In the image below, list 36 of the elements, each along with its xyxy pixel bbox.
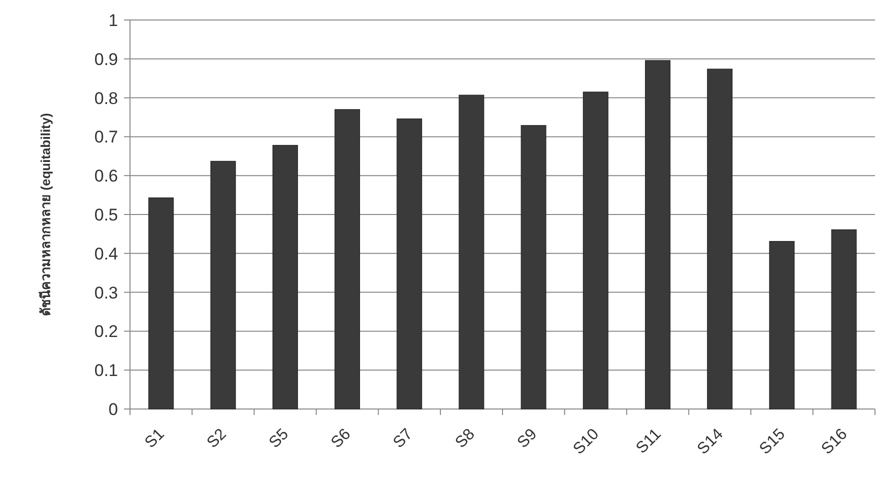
x-tick-label: S10 <box>570 426 602 458</box>
x-tick-label: S1 <box>142 426 168 452</box>
x-tick-label: S11 <box>633 426 665 458</box>
y-tick-label: 0.5 <box>94 205 118 224</box>
bar <box>334 109 360 410</box>
bar <box>148 197 174 410</box>
y-tick-label: 0.9 <box>94 50 118 69</box>
bar <box>707 68 733 410</box>
y-tick-label: 0.6 <box>94 166 118 186</box>
x-tick-label: S2 <box>204 426 230 452</box>
y-tick-label: 0.4 <box>94 244 118 264</box>
y-tick-label: 0.1 <box>94 361 118 380</box>
x-tick-label: S8 <box>452 426 478 452</box>
bar <box>644 60 670 410</box>
bar <box>831 229 857 410</box>
bar <box>520 125 546 410</box>
y-tick-label: 0.3 <box>94 283 118 302</box>
y-tick-label: 0.2 <box>94 322 118 342</box>
y-tick-label: 0.8 <box>94 88 118 108</box>
x-tick-label: S5 <box>266 426 292 452</box>
x-tick-label: S6 <box>328 426 354 452</box>
bar <box>396 118 422 410</box>
bar <box>210 160 236 410</box>
x-tick-label: S15 <box>756 426 789 458</box>
x-tick-label: S16 <box>818 426 851 458</box>
x-tick-label: S9 <box>514 426 540 452</box>
x-tick-label: S14 <box>694 426 727 458</box>
bar <box>582 92 608 410</box>
y-tick-label: 1 <box>108 10 118 30</box>
y-tick-label: 0 <box>108 400 118 419</box>
bar <box>458 94 484 410</box>
y-axis-title: ดัชนีความหลากหลาย (equitability) <box>38 113 53 316</box>
x-tick-label: S7 <box>390 426 416 452</box>
bar <box>272 144 298 410</box>
bar <box>769 241 795 410</box>
y-tick-label: 0.7 <box>94 128 118 147</box>
